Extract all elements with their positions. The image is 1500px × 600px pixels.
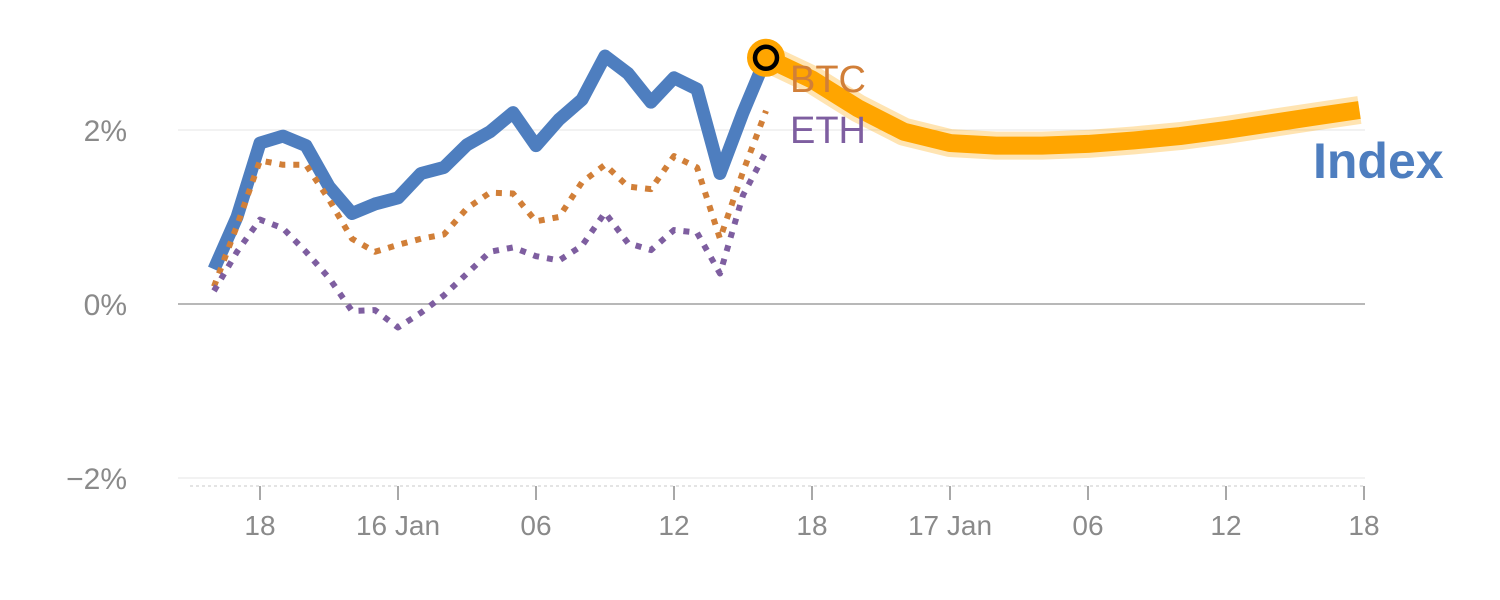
x-tick-label: 06 xyxy=(1072,510,1103,541)
y-tick-label: 0% xyxy=(84,289,127,322)
series-layer xyxy=(208,38,1362,331)
x-tick-label: 17 Jan xyxy=(908,510,992,541)
index-forecast-line xyxy=(762,49,1361,155)
x-tick-label: 18 xyxy=(1348,510,1379,541)
current-point-marker xyxy=(752,44,780,72)
x-tick-label: 18 xyxy=(244,510,275,541)
eth-line xyxy=(211,150,769,331)
current-point-halo xyxy=(747,38,785,77)
btc-line xyxy=(211,109,769,288)
x-tick-label: 12 xyxy=(1210,510,1241,541)
y-tick-label: 2% xyxy=(84,115,127,148)
x-tick-label: 18 xyxy=(796,510,827,541)
x-tick-label: 06 xyxy=(520,510,551,541)
btc-series-label: BTC xyxy=(790,59,866,101)
label-layer: BTC ETH Index xyxy=(790,59,1444,189)
eth-series-label: ETH xyxy=(790,110,866,152)
index-line xyxy=(208,49,772,272)
index-series-label: Index xyxy=(1313,133,1444,189)
axis-layer: 2% 0% −2% 18 16 Jan 06 12 18 17 Jan 06 12 18 xyxy=(66,115,1379,541)
x-tick-label: 12 xyxy=(658,510,689,541)
grid-layer xyxy=(178,129,1365,479)
y-tick-label: −2% xyxy=(66,463,127,496)
x-tick-label: 16 Jan xyxy=(356,510,440,541)
